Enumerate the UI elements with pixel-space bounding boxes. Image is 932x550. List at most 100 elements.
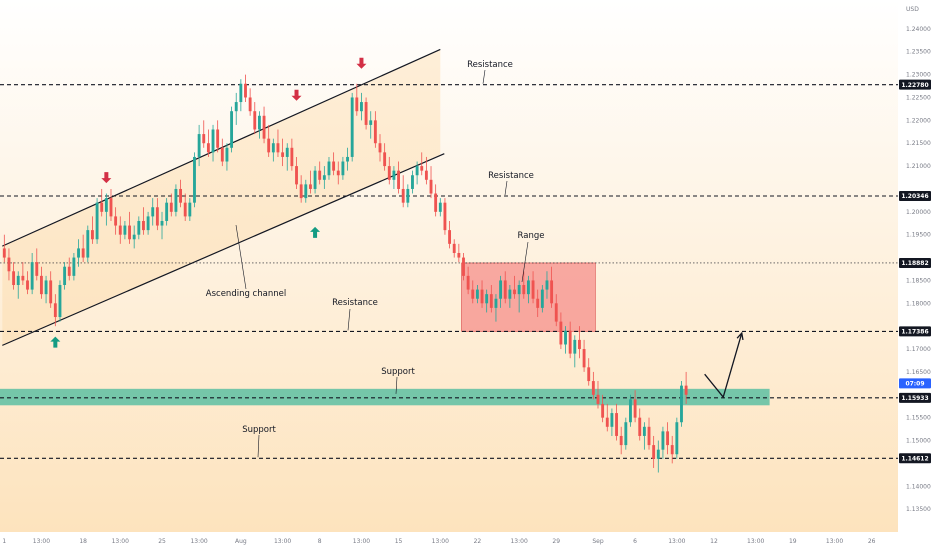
x-tick-label: 19 (789, 538, 797, 545)
candle-body (615, 413, 618, 436)
candle-body (248, 97, 252, 112)
candle-body (452, 243, 456, 253)
y-tick-label: 1.22000 (906, 117, 931, 124)
candle-body (666, 431, 670, 446)
candle-body (67, 266, 71, 276)
candle-body (211, 129, 215, 153)
y-tick-label: 1.23500 (906, 49, 931, 56)
candle-body (165, 202, 169, 221)
x-tick-label: 13:00 (190, 538, 207, 545)
candle-body (680, 385, 683, 423)
y-tick-label: 1.19500 (906, 232, 931, 239)
candle-body (373, 120, 377, 144)
candle-body (429, 179, 433, 194)
candle-body (295, 166, 298, 185)
candle-body (253, 111, 257, 130)
candle-body (86, 230, 90, 258)
candle-body (517, 285, 521, 295)
y-tick-label: 1.14000 (906, 483, 931, 490)
candle-body (2, 248, 6, 258)
candle-body (313, 170, 317, 189)
y-tick-label: 1.23000 (906, 72, 931, 79)
candle-body (30, 262, 34, 290)
channel-fill (2, 49, 441, 346)
key-level-price-tag (899, 453, 931, 464)
candle-body (7, 257, 11, 272)
candle-body (336, 170, 340, 176)
key-level-price-label: 1.22780 (901, 82, 928, 89)
candle-body (629, 399, 632, 423)
candle-body (12, 271, 16, 286)
candle-body (304, 184, 308, 199)
candle-body (239, 83, 243, 103)
x-tick-label: 15 (395, 538, 403, 545)
resistance-label: Resistance (332, 298, 378, 308)
candle-body (471, 289, 475, 299)
candle-body (587, 367, 591, 382)
candle-body (132, 234, 136, 240)
candle-body (151, 207, 155, 217)
candle-body (550, 280, 554, 304)
candle-body (364, 102, 368, 125)
candle-body (155, 207, 159, 226)
x-tick-label: 29 (552, 538, 560, 545)
x-tick-label: 12 (710, 538, 718, 545)
current-price-tag (899, 378, 931, 389)
candle-body (44, 280, 48, 295)
candle-body (109, 198, 113, 217)
candle-body (397, 170, 400, 189)
ascending-channel-label: Ascending channel (206, 289, 286, 299)
x-tick-label: 22 (474, 538, 482, 545)
candle-body (378, 143, 382, 153)
support-label: Support (242, 425, 276, 435)
x-tick-label: 1 (2, 538, 6, 545)
candle-body (360, 102, 363, 112)
candle-body (63, 266, 67, 286)
candle-body (605, 417, 609, 427)
candle-body (257, 115, 261, 130)
candle-body (369, 120, 373, 125)
candle-body (466, 275, 470, 290)
support-label: Support (381, 367, 415, 377)
x-tick-label: 13:00 (274, 538, 291, 545)
candle-body (220, 147, 224, 162)
candle-body (128, 225, 131, 240)
candle-body (183, 202, 187, 217)
x-tick-label: 13:00 (826, 538, 843, 545)
y-tick-label: 1.15500 (906, 415, 931, 422)
candle-body (508, 289, 512, 299)
x-tick-label: 13:00 (33, 538, 50, 545)
y-tick-label: 1.24000 (906, 26, 931, 33)
key-level-price-label: 1.18882 (901, 260, 928, 267)
candle-body (610, 413, 614, 427)
key-level-price-tag (899, 326, 931, 337)
y-tick-label: 1.15000 (906, 438, 931, 445)
candle-body (216, 129, 220, 148)
candle-body (503, 280, 507, 299)
key-level-price-tag (899, 191, 931, 202)
support-label-pointer (395, 376, 398, 394)
x-tick-label: 8 (318, 538, 322, 545)
key-level-price-tag (899, 392, 931, 403)
candle-body (81, 248, 85, 258)
candle-body (77, 248, 80, 258)
candle-body (53, 303, 57, 318)
candle-body (462, 257, 465, 276)
key-level-price-label: 1.15933 (901, 395, 928, 402)
key-level-price-tag (899, 257, 931, 268)
resistance-label: Resistance (488, 171, 534, 181)
candle-body (322, 175, 326, 180)
candle-body (346, 156, 349, 162)
candle-body (332, 161, 336, 171)
y-tick-label: 1.18000 (906, 300, 931, 307)
candle-body (104, 198, 108, 212)
candle-body (174, 188, 178, 212)
candle-body (281, 152, 285, 157)
key-level-price-label: 1.14612 (901, 455, 928, 462)
candle-body (526, 280, 530, 295)
candle-body (290, 147, 294, 167)
down-arrow-icon (356, 57, 367, 69)
candle-body (499, 280, 503, 299)
candle-body (531, 280, 535, 299)
